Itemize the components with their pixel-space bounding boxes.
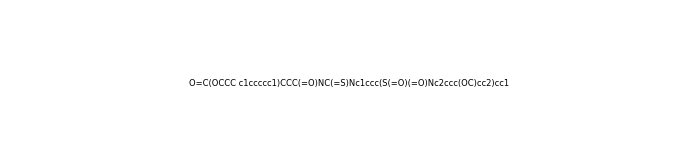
Text: O=C(OCCC c1ccccc1)CCC(=O)NC(=S)Nc1ccc(S(=O)(=O)Nc2ccc(OC)cc2)cc1: O=C(OCCC c1ccccc1)CCC(=O)NC(=S)Nc1ccc(S(… bbox=[189, 79, 509, 88]
